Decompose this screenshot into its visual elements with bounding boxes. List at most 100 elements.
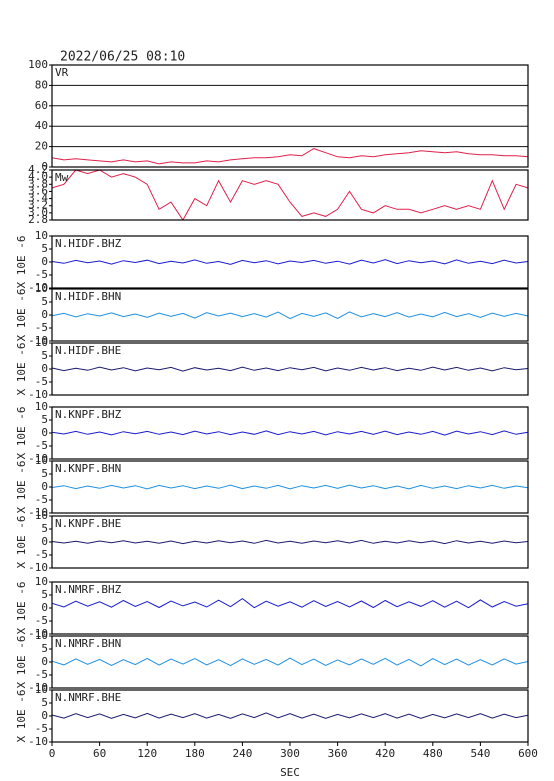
y-axis-label: X 10E -6 [15,516,28,569]
trace [51,597,529,609]
y-axis-label: X 10E -6 [15,582,28,635]
y-tick-label: 20 [35,140,48,153]
y-tick-label: 0 [41,480,48,493]
panel-frame [51,235,529,289]
y-tick-label: -10 [28,388,48,401]
panel-label: VR [55,66,69,79]
y-tick-label: -5 [35,722,48,735]
y-tick-label: 10 [35,575,48,588]
y-tick-label: 10 [35,229,48,242]
y-tick-label: -10 [28,452,48,465]
y-tick-label: 60 [35,99,48,112]
panel-label: N.HIDF.BHE [55,344,121,357]
trace [51,657,529,667]
x-tick-label: 540 [470,747,490,760]
y-axis-label: X 10E -6 [15,461,28,514]
panel-label: N.HIDF.BHZ [55,237,122,250]
x-tick-label: 480 [423,747,443,760]
y-tick-label: -10 [28,735,48,748]
x-tick-label: 60 [93,747,106,760]
y-axis-label: X 10E -6 [15,636,28,689]
panel-frame [51,288,529,342]
y-tick-label: -10 [28,627,48,640]
y-tick-label: -10 [28,681,48,694]
panel-frame [51,689,529,743]
trace [51,259,529,265]
panel-frame [51,635,529,689]
x-tick-label: 360 [328,747,348,760]
panel-label: N.NMRF.BHZ [55,583,122,596]
y-tick-label: -10 [28,561,48,574]
y-tick-label: 0 [41,601,48,614]
panel-label: Mw [55,171,69,184]
x-tick-label: 180 [185,747,205,760]
y-tick-label: -10 [28,506,48,519]
y-axis-label: X 10E -6 [15,407,28,460]
panel-frame [51,581,529,635]
y-tick-label: -5 [35,614,48,627]
y-tick-label: 5 [41,642,48,655]
trace [51,712,529,719]
panel-frame [51,515,529,569]
y-tick-label: 4.2 [28,163,48,176]
panel-label: N.KNPF.BHZ [55,408,122,421]
trace [51,430,529,436]
y-tick-label: 80 [35,78,48,91]
trace [51,169,529,221]
y-tick-label: 100 [28,58,48,71]
x-tick-label: 600 [518,747,538,760]
y-tick-label: -5 [35,548,48,561]
panel-label: N.KNPF.BHN [55,462,121,475]
y-axis-label: X 10E -6 [15,343,28,396]
y-tick-label: 0 [41,655,48,668]
trace [51,148,529,165]
y-tick-label: -5 [35,439,48,452]
y-tick-label: 10 [35,400,48,413]
trace [51,311,529,320]
y-tick-label: -5 [35,493,48,506]
panel-label: N.NMRF.BHE [55,691,121,704]
x-tick-label: 240 [232,747,252,760]
panel-label: N.NMRF.BHN [55,637,121,650]
y-axis-label: X 10E -6 [15,690,28,743]
y-tick-label: 3.8 [28,177,48,190]
panel-frame [51,460,529,514]
y-axis-label: X 10E -6 [15,289,28,342]
y-tick-label: 2.8 [28,213,48,226]
y-tick-label: 0 [41,535,48,548]
panel-frame [51,64,529,168]
x-tick-label: 120 [137,747,157,760]
y-tick-label: 3.4 [28,192,48,205]
y-tick-label: 0 [41,308,48,321]
panel-label: N.KNPF.BHE [55,517,121,530]
panel-label: N.HIDF.BHN [55,290,121,303]
y-tick-label: 10 [35,282,48,295]
trace [51,539,529,545]
x-axis-label: SEC [280,766,300,779]
y-tick-label: 0 [41,160,48,173]
y-tick-label: 4.0 [28,170,48,183]
y-tick-label: -5 [35,375,48,388]
y-tick-label: 5 [41,588,48,601]
trace [51,484,529,490]
y-tick-label: 5 [41,467,48,480]
trace [51,366,529,372]
y-tick-label: 10 [35,336,48,349]
y-tick-label: 5 [41,349,48,362]
y-axis-label: X 10E -6 [15,236,28,289]
y-tick-label: 10 [35,629,48,642]
y-tick-label: 3.6 [28,184,48,197]
y-tick-label: 0 [41,709,48,722]
panel-frame [51,342,529,396]
y-tick-label: 3.0 [28,206,48,219]
y-tick-label: -10 [28,334,48,347]
y-tick-label: -5 [35,321,48,334]
x-tick-label: 300 [280,747,300,760]
y-tick-label: 0 [41,362,48,375]
panel-frame [51,169,529,221]
y-tick-label: 10 [35,509,48,522]
y-tick-label: 5 [41,522,48,535]
x-tick-label: 0 [49,747,56,760]
